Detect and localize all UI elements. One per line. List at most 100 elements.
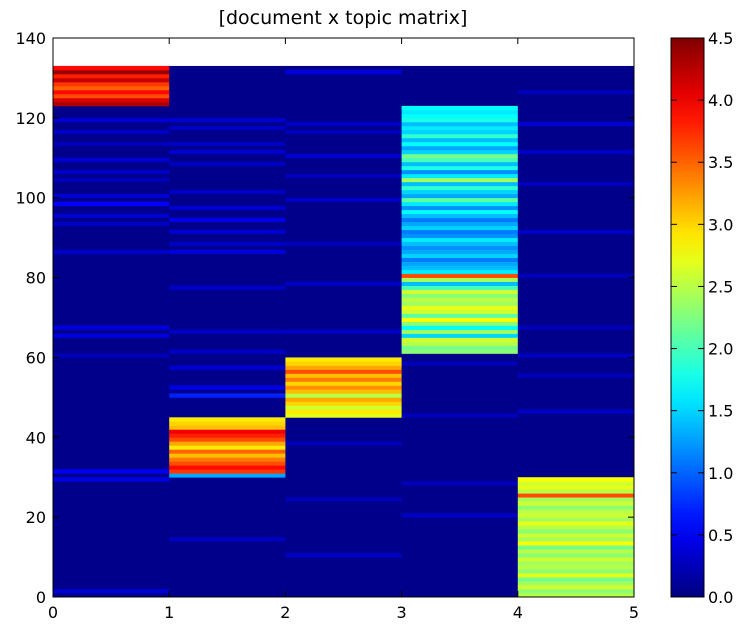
- plot-frame: [52, 37, 635, 598]
- heatmap-cell: [53, 81, 170, 87]
- heatmap-cell: [53, 77, 170, 83]
- heatmap-cell: [169, 393, 286, 398]
- heatmap-cell: [517, 481, 634, 486]
- heatmap-cell: [517, 517, 634, 522]
- heatmap-cell: [517, 569, 634, 574]
- heatmap-cell: [401, 149, 518, 155]
- colorbar-tick-label: 1.0: [708, 464, 733, 483]
- heatmap-cell: [285, 389, 402, 394]
- heatmap-cell: [285, 497, 402, 502]
- heatmap-cell: [285, 401, 402, 406]
- heatmap-cell: [401, 325, 518, 330]
- heatmap-cell: [401, 157, 518, 163]
- heatmap-cell: [401, 341, 518, 346]
- heatmap-cell: [53, 169, 170, 175]
- x-axis: 0 1 2 3 4 5: [48, 38, 639, 622]
- heatmap-cell: [285, 377, 402, 382]
- heatmap-cell: [401, 361, 518, 366]
- heatmap-cell: [285, 553, 402, 558]
- y-tick-label: 0: [36, 588, 46, 607]
- heatmap-cell: [53, 117, 170, 123]
- heatmap-cell: [169, 149, 286, 155]
- heatmap-cell: [401, 113, 518, 119]
- heatmap-cell: [517, 585, 634, 590]
- heatmap-cell: [53, 69, 170, 75]
- heatmap-cell: [169, 217, 286, 223]
- heatmap-cell: [401, 213, 518, 219]
- heatmap-cell: [401, 117, 518, 123]
- heatmap-cell: [401, 305, 518, 310]
- heatmap-cell: [169, 365, 286, 370]
- heatmap-cell: [169, 241, 286, 247]
- heatmap-cell: [517, 373, 634, 378]
- heatmap-cell: [53, 353, 170, 358]
- heatmap-cell: [169, 429, 286, 434]
- heatmap-cell: [169, 453, 286, 458]
- heatmap-cell: [517, 521, 634, 526]
- heatmap-cell: [517, 497, 634, 502]
- heatmap-cell: [53, 93, 170, 99]
- heatmap-cell: [401, 249, 518, 255]
- heatmap-cell: [169, 249, 286, 255]
- heatmap-cell: [401, 233, 518, 239]
- heatmap-cell: [53, 325, 170, 330]
- heatmap-cell: [285, 241, 402, 247]
- y-tick-label: 100: [15, 189, 46, 208]
- heatmap-cell: [401, 201, 518, 207]
- heatmap-cell: [169, 441, 286, 446]
- heatmap-cell: [285, 441, 402, 446]
- colorbar-tick-label: 0.0: [708, 588, 733, 607]
- heatmap-cell: [169, 125, 286, 131]
- heatmap-cell: [285, 385, 402, 390]
- heatmap-cell: [169, 473, 286, 478]
- heatmap-cell: [53, 85, 170, 91]
- heatmap-cell: [401, 189, 518, 195]
- heatmap-cell: [53, 477, 170, 482]
- x-tick-label: 5: [629, 603, 639, 622]
- heatmap-cell: [517, 485, 634, 490]
- heatmap-cell: [169, 349, 286, 354]
- chart-title: [document x topic matrix]: [219, 7, 468, 29]
- heatmap-cell: [517, 501, 634, 506]
- heatmap-cell: [53, 157, 170, 163]
- heatmap-cell: [401, 105, 518, 111]
- heatmap-cell: [401, 221, 518, 227]
- y-tick-label: 80: [26, 269, 46, 288]
- colorbar-gradient: [670, 37, 705, 598]
- x-tick-label: 2: [280, 603, 290, 622]
- heatmap-cell: [401, 513, 518, 518]
- colorbar-tick-label: 2.0: [708, 340, 733, 359]
- heatmap-cell: [401, 333, 518, 338]
- heatmap-cell: [285, 129, 402, 135]
- heatmap-cell: [285, 69, 402, 75]
- heatmap-cell: [401, 257, 518, 262]
- heatmap-cell: [53, 333, 170, 338]
- heatmap-cell: [401, 141, 518, 147]
- heatmap-cell: [285, 197, 402, 203]
- heatmap-cell: [169, 329, 286, 334]
- heatmap-cell: [401, 317, 518, 322]
- heatmap-cell: [53, 101, 170, 107]
- heatmap-cell: [517, 581, 634, 586]
- heatmap-cell: [401, 125, 518, 131]
- heatmap-cell: [169, 433, 286, 438]
- heatmap-cell: [169, 205, 286, 211]
- heatmap-cell: [169, 189, 286, 195]
- heatmap-cell: [517, 589, 634, 594]
- heatmap-cell: [285, 357, 402, 362]
- heatmap-cell: [401, 165, 518, 171]
- heatmap-cell: [169, 421, 286, 426]
- y-tick-label: 140: [15, 29, 46, 48]
- x-tick-label: 1: [164, 603, 174, 622]
- x-tick-label: 0: [48, 603, 58, 622]
- heatmap-plot-area: 0 1 2 3 4 5 0 20 40 60 80 100 120 140: [15, 29, 639, 622]
- heatmap-cell: [401, 329, 518, 334]
- heatmap-cell: [517, 273, 634, 278]
- heatmap-cell: [401, 109, 518, 115]
- heatmap-cell: [517, 537, 634, 542]
- heatmap-cell: [401, 209, 518, 215]
- heatmap-cell: [401, 145, 518, 151]
- heatmap-cell: [401, 309, 518, 314]
- heatmap-cell: [401, 217, 518, 223]
- heatmap-cell: [285, 381, 402, 386]
